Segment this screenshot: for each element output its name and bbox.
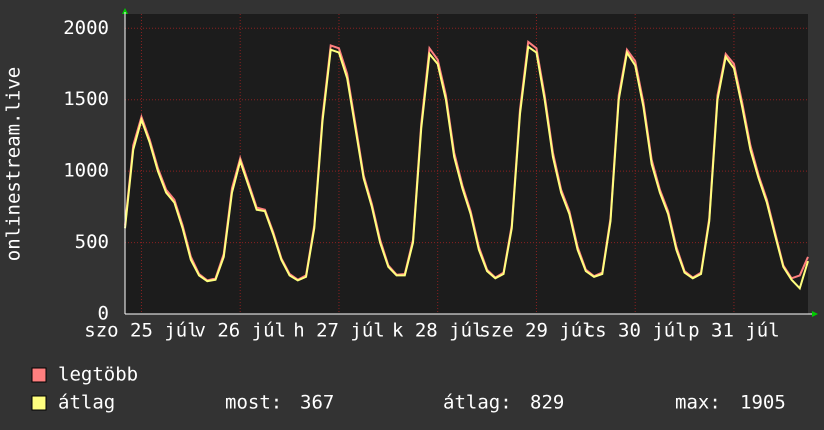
- stat-label: átlag:: [443, 392, 512, 414]
- y-tick-label: 1500: [63, 88, 109, 110]
- y-axis-label: onlinestream.live: [3, 67, 25, 261]
- y-tick-label: 0: [98, 303, 109, 325]
- y-tick-label: 2000: [63, 17, 109, 39]
- y-tick-label: 1000: [63, 160, 109, 182]
- legend-label: átlag: [58, 392, 115, 414]
- y-tick-label: 500: [75, 231, 109, 253]
- x-tick-label: szo 25 júl: [84, 320, 198, 342]
- x-tick-label: v 26 júl: [194, 320, 286, 342]
- legend-swatch: [31, 395, 47, 411]
- x-tick-label: h 27 júl: [293, 320, 385, 342]
- stat-label: most:: [225, 392, 282, 414]
- stat-value: 367: [300, 392, 334, 414]
- x-tick-label: k 28 júl: [392, 320, 484, 342]
- plot: [124, 14, 809, 315]
- x-tick-label: sze 29 júl: [479, 320, 593, 342]
- x-tick-label: cs 30 júl: [584, 320, 687, 342]
- stat-value: 1905: [740, 392, 786, 414]
- legend-label: legtöbb: [58, 364, 138, 386]
- plot-area: [125, 14, 808, 314]
- stat-value: 829: [530, 392, 564, 414]
- stat-label: max:: [675, 392, 721, 414]
- legend-swatch: [31, 367, 47, 383]
- series-line: [124, 45, 809, 291]
- x-tick-label: p 31 júl: [688, 320, 780, 342]
- arrow: [812, 311, 818, 317]
- arrow: [122, 8, 128, 14]
